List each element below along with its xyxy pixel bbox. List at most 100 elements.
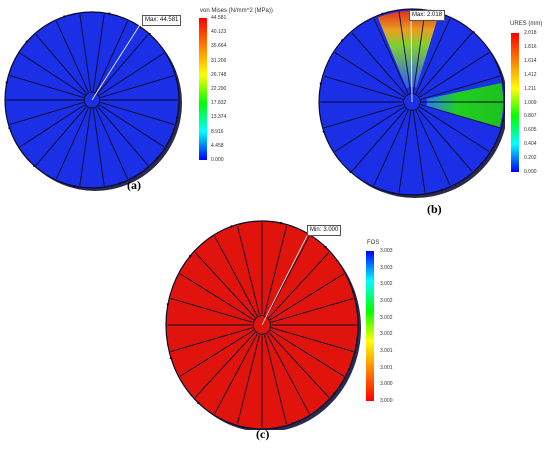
scale-tick-label: 3.002 — [380, 314, 393, 321]
disc-rib — [9, 75, 84, 98]
disc-rib — [99, 52, 165, 96]
rim-bolt — [498, 71, 502, 74]
scale-tick-label: 40.123 — [211, 29, 227, 36]
disc-rib — [373, 18, 409, 94]
min-callout-c: Min: 3.000 — [307, 225, 342, 236]
disc-rib — [264, 225, 287, 316]
rim-bolt — [279, 221, 283, 225]
disc-rib — [415, 110, 451, 186]
disc-rib — [271, 298, 354, 323]
disc-rib — [334, 106, 405, 152]
rim-bolt — [332, 392, 336, 396]
disc-rib — [417, 108, 473, 172]
disc-rib — [194, 252, 256, 318]
deformation-sector — [377, 10, 439, 89]
disc-rib — [373, 110, 409, 186]
disc-rib — [420, 75, 501, 100]
disc-rib — [179, 329, 254, 377]
disc-rib — [417, 32, 473, 96]
disc-rib — [214, 333, 258, 414]
disc-rib — [97, 106, 149, 166]
scale-tick-label: 17.832 — [211, 100, 227, 107]
scale-tick-label: 0.000 — [524, 169, 537, 175]
caption-a: (a) — [127, 178, 141, 192]
rim-bolt — [480, 162, 483, 165]
rim-bolt — [197, 401, 200, 405]
scale-tick-label: 1.211 — [524, 85, 537, 92]
rim-bolt — [176, 116, 179, 119]
rim-bolt — [63, 15, 66, 18]
disc-rib — [323, 75, 404, 100]
legend-title-a: von Mises (N/mm^2 (MPa)) — [200, 8, 273, 14]
rim-bolt — [73, 185, 76, 188]
rim-bolt — [319, 82, 323, 85]
disc-rib — [79, 108, 92, 186]
disc-rib — [351, 32, 407, 96]
scale-tick-label: 0.404 — [524, 141, 537, 148]
disc-rib — [420, 104, 501, 129]
scale-tick-label: 31.206 — [211, 57, 227, 64]
legend-title-c: FOS — [367, 240, 380, 246]
disc-rib — [398, 111, 412, 193]
rim-bolt — [5, 81, 8, 84]
scale-ticks-a: 44.581 40.123 35.664 31.206 26.748 22.290 17.8… — [211, 15, 251, 165]
disc-rib — [270, 329, 345, 377]
scale-tick-label: 4.458 — [211, 142, 224, 149]
disc-a — [4, 11, 182, 191]
scale-tick-label: 2.018 — [524, 30, 537, 36]
disc-rib — [35, 106, 87, 166]
disc-rib — [170, 298, 253, 323]
rim-bolt — [341, 39, 344, 42]
rim-bolt — [33, 164, 36, 168]
disc-rib — [95, 20, 129, 93]
scale-tick-label: 13.374 — [211, 114, 227, 121]
disc-rib — [270, 273, 345, 321]
panel-b: Max: 2.018 URES (mm) 2.018 1.816 1.614 1.412… — [275, 0, 550, 220]
disc-rib — [79, 14, 92, 92]
scale-tick-label: 0.202 — [524, 155, 537, 162]
callout-leader — [91, 19, 144, 101]
scale-tick-label: 22.290 — [211, 86, 227, 92]
scale-tick-label: 1.412 — [524, 71, 537, 78]
disc-rib — [170, 327, 253, 352]
scale-tick-label: 44.581 — [211, 15, 227, 21]
disc-rib — [99, 104, 165, 148]
disc-rib — [237, 225, 260, 316]
rim-bolt — [156, 157, 159, 160]
rim-bolt — [392, 191, 395, 195]
disc-rib — [92, 108, 105, 186]
scale-tick-label: 8.916 — [211, 128, 224, 135]
scale-ticks-c: 3.003 3.003 3.002 3.002 3.002 3.002 3.001 3.001… — [380, 248, 400, 408]
disc-rib — [412, 11, 426, 93]
panel-a: Max: 44.581 von Mises (N/mm^2 (MPa)) 44.5… — [0, 0, 275, 200]
disc-model-c — [165, 220, 361, 430]
rim-bolt — [166, 303, 170, 306]
rim-bolt — [501, 119, 505, 122]
callout-leader — [261, 229, 311, 326]
disc-rib — [415, 18, 451, 94]
disc-b — [318, 8, 505, 198]
rim-bolt — [349, 170, 352, 173]
disc-rib — [419, 106, 490, 152]
rim-bolt — [148, 32, 151, 36]
scale-tick-label: 1.009 — [524, 99, 537, 106]
disc-rib — [334, 52, 405, 98]
rim-bolt — [169, 356, 173, 360]
disc-model-a — [4, 11, 182, 191]
disc-rib — [419, 52, 490, 98]
rim-bolt — [118, 182, 121, 185]
rim-bolt — [324, 245, 327, 249]
scale-tick-label: 0.807 — [524, 113, 537, 120]
disc-rib — [266, 333, 310, 414]
disc-rib — [412, 111, 426, 193]
scale-tick-label: 0.000 — [211, 157, 224, 163]
scale-tick-label: 3.002 — [380, 298, 393, 304]
rim-bolt — [322, 130, 326, 133]
disc-rib — [9, 102, 84, 125]
disc-rib — [92, 14, 105, 92]
disc-rib — [55, 107, 89, 180]
color-scale-a — [199, 18, 207, 160]
disc-rib — [268, 252, 330, 318]
caption-c: (c) — [256, 427, 270, 441]
rim-bolt — [8, 126, 11, 130]
